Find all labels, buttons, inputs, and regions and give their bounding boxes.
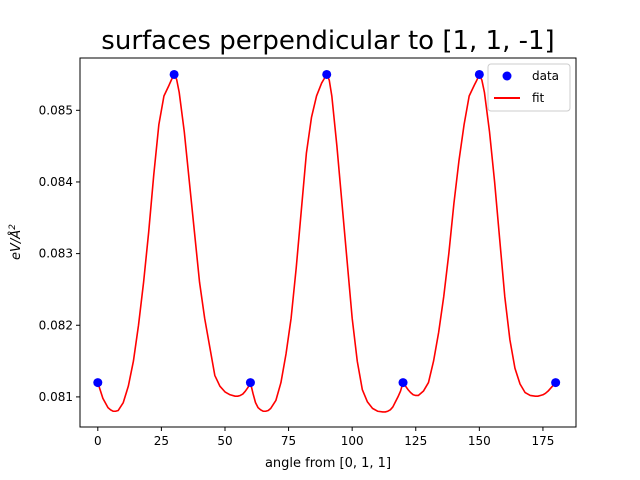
x-tick-label: 175 — [531, 434, 554, 448]
legend: data fit — [487, 63, 571, 112]
y-tick-label: 0.081 — [39, 390, 73, 404]
x-tick-label: 25 — [154, 434, 169, 448]
y-axis-label-exponent: 2 — [8, 224, 18, 230]
y-tick-label: 0.084 — [39, 175, 73, 189]
plot-area — [93, 69, 561, 413]
x-tick-label: 100 — [341, 434, 364, 448]
x-tick-label: 0 — [94, 434, 102, 448]
x-tick-label: 75 — [281, 434, 296, 448]
data-point — [169, 69, 179, 79]
y-axis-label-unit: Å — [8, 230, 24, 240]
y-axis-label-base: eV/ — [9, 237, 24, 260]
x-axis: 0 25 50 75 100 125 150 175 — [94, 427, 554, 448]
legend-label-data: data — [532, 69, 559, 83]
x-tick-label: 50 — [217, 434, 232, 448]
y-tick-label: 0.082 — [39, 318, 73, 332]
data-point — [245, 378, 255, 388]
x-tick-label: 150 — [468, 434, 491, 448]
chart-title: surfaces perpendicular to [1, 1, -1] — [101, 26, 554, 56]
x-axis-label: angle from [0, 1, 1] — [265, 456, 391, 471]
data-point — [93, 378, 103, 388]
data-point — [398, 378, 408, 388]
x-tick-label: 125 — [404, 434, 427, 448]
data-point — [551, 378, 561, 388]
y-axis-label: eV/Å2 — [8, 224, 24, 260]
data-point — [322, 69, 332, 79]
legend-marker-data — [502, 71, 512, 81]
y-tick-label: 0.085 — [39, 103, 73, 117]
data-point — [474, 69, 484, 79]
y-axis: 0.081 0.082 0.083 0.084 0.085 — [39, 103, 80, 404]
legend-label-fit: fit — [532, 91, 545, 105]
y-tick-label: 0.083 — [39, 247, 73, 261]
axes-frame — [79, 57, 577, 428]
